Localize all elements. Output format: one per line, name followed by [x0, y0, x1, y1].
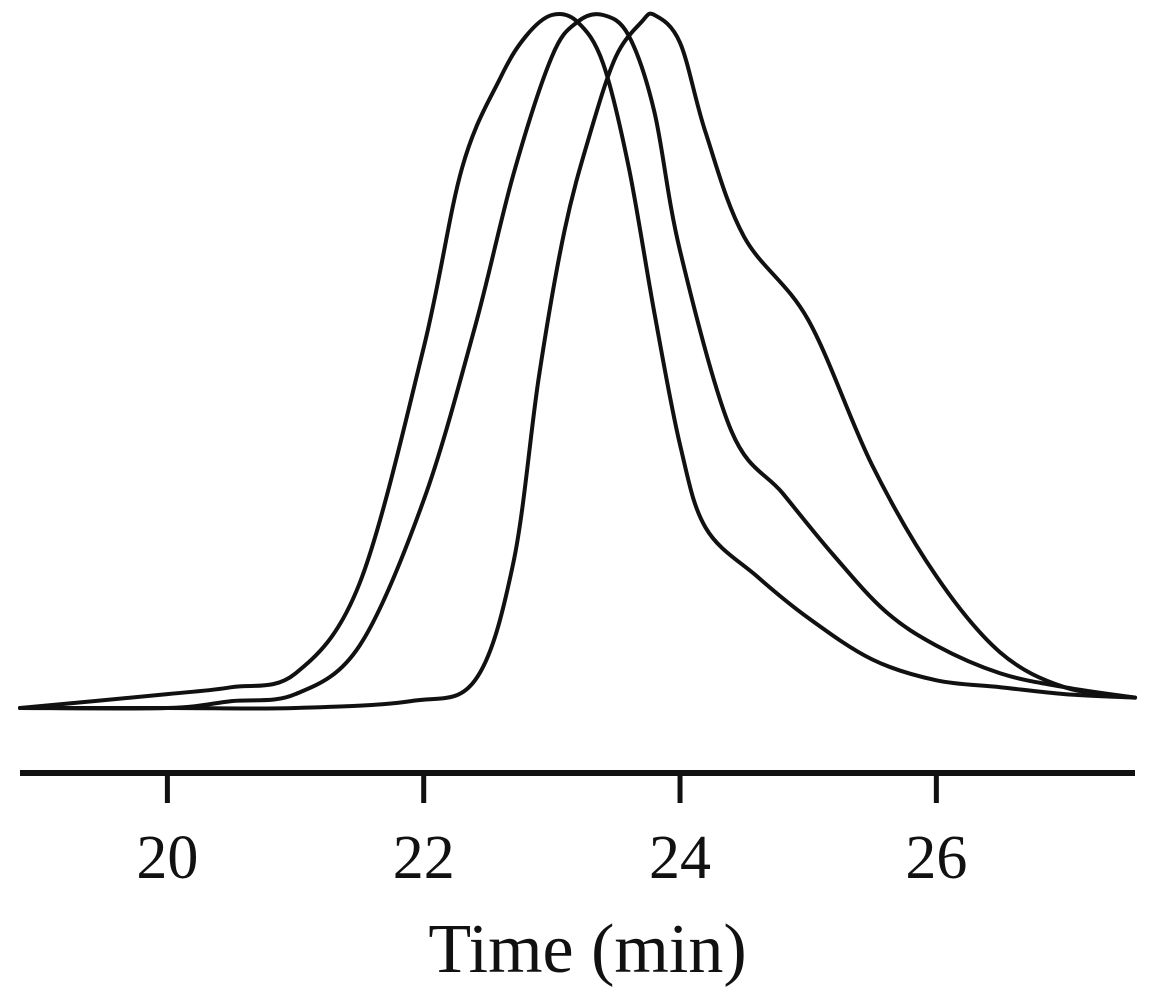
trace-line-1: [18, 11, 1137, 710]
trace-line-3: [18, 11, 1137, 711]
x-tick-label-26: 26: [905, 824, 967, 892]
x-ticks-group: 20 22 24 26: [136, 773, 967, 892]
x-axis: 20 22 24 26: [20, 770, 1135, 892]
x-tick-label-24: 24: [649, 824, 711, 892]
traces-group: [18, 11, 1137, 711]
trace-line-2: [18, 12, 1137, 711]
x-axis-title: Time (min): [428, 911, 746, 988]
x-tick-label-20: 20: [136, 824, 198, 892]
x-tick-label-22: 22: [393, 824, 455, 892]
